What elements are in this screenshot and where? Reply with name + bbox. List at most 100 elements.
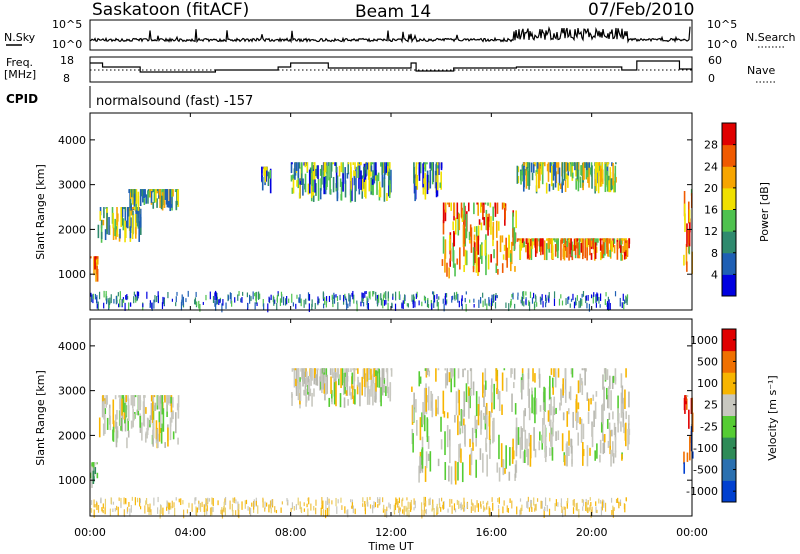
ground-scatter-cell xyxy=(406,497,408,501)
echo-cell xyxy=(511,393,513,412)
echo-cell xyxy=(139,189,142,207)
ground-scatter-cell xyxy=(90,294,93,303)
ground-scatter-cell xyxy=(421,509,423,519)
ground-scatter-cell xyxy=(410,503,412,510)
ground-scatter-cell xyxy=(362,301,365,307)
ground-scatter-cell xyxy=(626,296,628,302)
echo-cell xyxy=(589,167,592,175)
ground-scatter-cell xyxy=(182,303,185,308)
echo-cell xyxy=(557,238,560,251)
echo-cell xyxy=(628,428,631,436)
colorbar-segment xyxy=(722,144,736,167)
echo-cell xyxy=(487,254,490,270)
echo-cell xyxy=(177,406,180,419)
ground-scatter-cell xyxy=(602,500,605,506)
echo-cell xyxy=(156,428,159,442)
freq-line xyxy=(90,60,692,73)
echo-cell xyxy=(300,368,302,372)
ground-scatter-cell xyxy=(581,293,583,298)
echo-cell xyxy=(417,162,420,165)
ground-scatter-cell xyxy=(413,498,415,505)
echo-cell xyxy=(96,268,99,282)
echo-cell xyxy=(556,238,558,252)
echo-cell xyxy=(520,426,522,439)
echo-cell xyxy=(621,238,623,245)
ground-scatter-cell xyxy=(624,503,626,513)
ground-scatter-cell xyxy=(466,502,468,509)
echo-cell xyxy=(297,173,300,189)
echo-cell xyxy=(531,387,533,395)
echo-cell xyxy=(263,166,265,176)
echo-cell xyxy=(494,202,497,217)
ground-scatter-cell xyxy=(600,506,603,516)
echo-cell xyxy=(592,238,595,250)
ground-scatter-cell xyxy=(623,302,625,310)
echo-cell xyxy=(523,410,525,432)
echo-cell xyxy=(527,383,530,396)
echo-cell xyxy=(159,403,162,428)
echo-cell xyxy=(498,467,501,482)
ground-scatter-cell xyxy=(268,504,270,513)
echo-cell xyxy=(628,391,630,408)
ground-scatter-cell xyxy=(393,504,395,513)
echo-cell xyxy=(303,162,306,166)
echo-cell xyxy=(533,238,535,246)
ground-scatter-cell xyxy=(541,500,543,509)
echo-cell xyxy=(356,384,359,395)
ground-scatter-cell xyxy=(547,295,549,301)
echo-cell xyxy=(491,378,493,389)
ground-scatter-cell xyxy=(487,500,489,505)
ground-scatter-cell xyxy=(259,293,261,299)
ground-scatter-cell xyxy=(585,295,587,301)
echo-cell xyxy=(495,368,497,382)
ground-scatter-cell xyxy=(519,509,521,516)
echo-cell xyxy=(567,162,570,176)
echo-cell xyxy=(594,238,596,244)
echo-cell xyxy=(106,395,108,405)
ground-scatter-cell xyxy=(625,295,627,304)
ground-scatter-cell xyxy=(442,298,444,304)
ground-scatter-cell xyxy=(482,500,484,505)
ground-scatter-cell xyxy=(587,500,589,505)
echo-cell xyxy=(688,223,691,247)
ground-scatter-cell xyxy=(621,302,623,309)
echo-cell xyxy=(440,416,442,432)
echo-cell xyxy=(103,207,105,219)
echo-cell xyxy=(607,247,610,257)
echo-cell xyxy=(448,372,451,383)
ground-scatter-cell xyxy=(575,301,577,306)
echo-cell xyxy=(457,462,459,481)
echo-cell xyxy=(520,170,522,185)
ground-scatter-cell xyxy=(560,294,562,299)
ground-scatter-cell xyxy=(431,505,434,511)
echo-cell xyxy=(429,169,432,189)
ground-scatter-cell xyxy=(590,509,592,518)
echo-cell xyxy=(337,368,340,379)
echo-cell xyxy=(427,181,430,191)
echo-cell xyxy=(528,162,531,186)
echo-cell xyxy=(521,238,524,243)
ground-scatter-cell xyxy=(433,295,436,303)
echo-cell xyxy=(345,390,348,396)
echo-cell xyxy=(386,162,389,176)
echo-cell xyxy=(106,417,109,430)
echo-cell xyxy=(90,256,92,259)
ground-scatter-cell xyxy=(315,499,317,506)
ground-scatter-cell xyxy=(279,298,282,306)
ground-scatter-cell xyxy=(428,498,430,506)
echo-cell xyxy=(567,408,570,415)
echo-cell xyxy=(114,218,116,237)
echo-cell xyxy=(470,368,473,390)
echo-cell xyxy=(425,451,428,469)
ground-scatter-cell xyxy=(369,496,371,500)
echo-cell xyxy=(523,241,525,248)
ground-scatter-cell xyxy=(295,504,297,510)
echo-cell xyxy=(595,238,598,246)
ground-scatter-cell xyxy=(249,294,251,304)
echo-cell xyxy=(501,202,504,210)
echo-cell xyxy=(528,250,531,260)
ground-scatter-cell xyxy=(229,500,231,510)
echo-cell xyxy=(582,162,585,181)
colorbar-tick-label: 500 xyxy=(697,355,718,368)
echo-cell xyxy=(516,238,519,242)
